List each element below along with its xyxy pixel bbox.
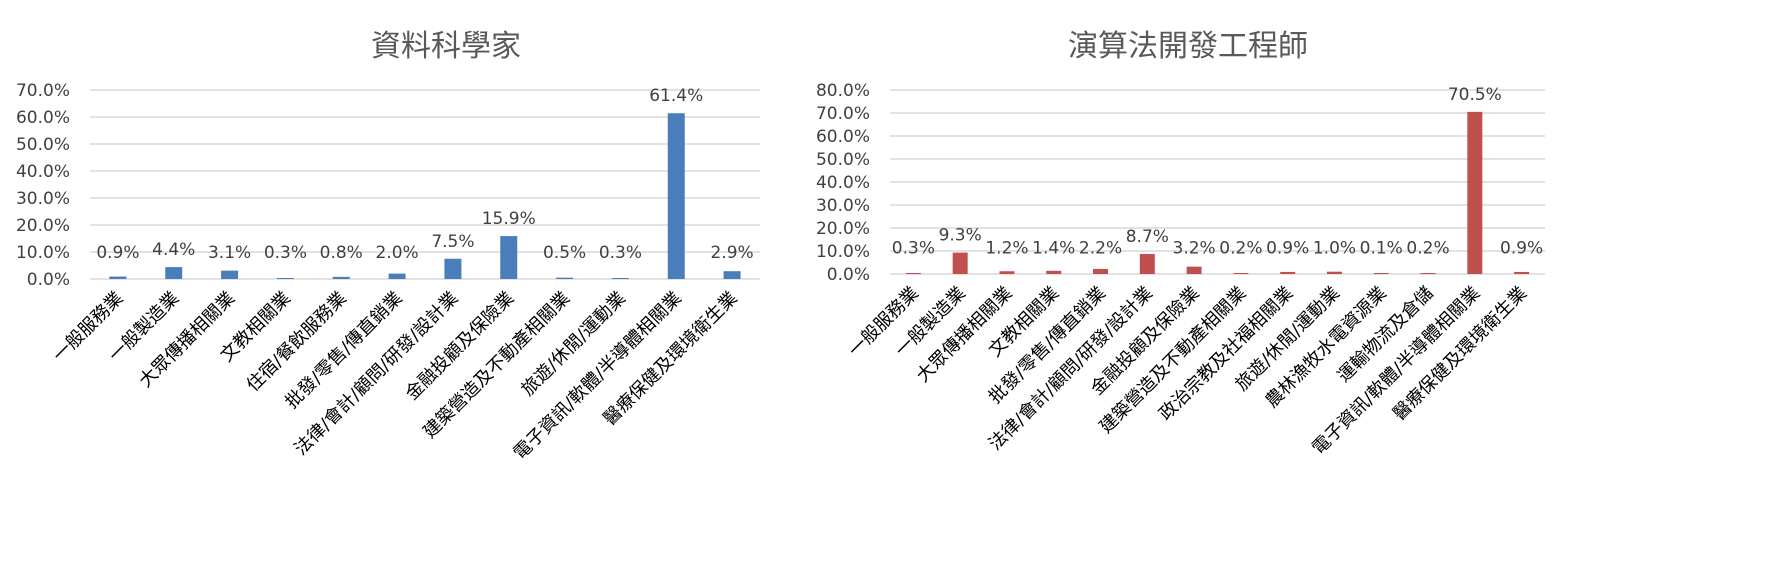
y-tick-label: 40.0% [816, 173, 870, 193]
bar [1139, 253, 1155, 274]
y-tick-label: 10.0% [816, 242, 870, 262]
chart-title: 演算法開發工程師 [1068, 29, 1308, 64]
bar [611, 278, 629, 279]
data-label: 0.1% [1360, 239, 1403, 259]
bar [500, 236, 518, 279]
bar [1093, 268, 1109, 274]
data-label: 2.0% [375, 243, 418, 263]
y-tick-label: 70.0% [816, 104, 870, 124]
data-label: 0.2% [1219, 239, 1262, 259]
data-label: 0.8% [320, 243, 363, 263]
bar [952, 252, 968, 274]
bar [1514, 271, 1530, 274]
data-label: 1.2% [985, 239, 1028, 259]
y-tick-label: 70.0% [16, 81, 70, 101]
y-tick-label: 50.0% [16, 135, 70, 155]
data-label: 70.5% [1448, 85, 1502, 105]
y-tick-label: 50.0% [816, 150, 870, 170]
data-label: 61.4% [649, 86, 703, 106]
y-tick-label: 40.0% [16, 162, 70, 182]
data-label: 1.4% [1032, 239, 1075, 259]
bar [276, 278, 294, 279]
y-tick-label: 30.0% [816, 196, 870, 216]
data-label: 3.1% [208, 243, 251, 263]
chart-data-scientist: 資料科學家 0.0% 10.0% 20.0% 30.0% 40.0% 50.0% 60.0%… [16, 29, 760, 464]
bar [1420, 273, 1436, 274]
data-label: 0.9% [1500, 239, 1543, 259]
y-tick-label: 20.0% [816, 219, 870, 239]
chart-algorithm-engineer: 演算法開發工程師 0.0% 10.0% 20.0% 30.0% 40.0% 50.0% 60… [816, 29, 1545, 459]
bar [723, 271, 741, 279]
x-category-label: 住宿/餐飲服務業 [243, 288, 351, 396]
y-tick-label: 30.0% [16, 189, 70, 209]
bar [556, 277, 574, 279]
data-label: 9.3% [939, 226, 982, 246]
data-label: 8.7% [1126, 227, 1169, 247]
bar [905, 273, 921, 274]
bar [1326, 271, 1342, 274]
data-label: 15.9% [482, 209, 536, 229]
y-tick-label: 60.0% [16, 108, 70, 128]
data-label: 7.5% [431, 232, 474, 252]
data-label: 1.0% [1313, 239, 1356, 259]
bar [1046, 270, 1062, 274]
data-label: 0.3% [599, 243, 642, 263]
bar [221, 270, 239, 279]
data-label: 4.4% [152, 240, 195, 260]
bar [999, 271, 1015, 274]
bar [332, 276, 350, 279]
bar [165, 267, 183, 279]
bar [1373, 273, 1389, 274]
y-tick-label: 80.0% [816, 81, 870, 101]
x-category-label: 旅遊/休閒/運動業 [517, 288, 630, 401]
bar [1233, 273, 1249, 274]
bar [388, 273, 406, 279]
bar [1186, 266, 1202, 274]
data-label: 0.2% [1406, 239, 1449, 259]
data-label: 2.2% [1079, 239, 1122, 259]
data-label: 0.9% [1266, 239, 1309, 259]
y-tick-label: 0.0% [27, 270, 70, 290]
data-label: 0.3% [892, 239, 935, 259]
data-label: 0.5% [543, 243, 586, 263]
y-tick-label: 0.0% [827, 265, 870, 285]
data-label: 2.9% [710, 243, 753, 263]
y-tick-label: 20.0% [16, 216, 70, 236]
bar [667, 113, 685, 279]
bar [444, 258, 462, 279]
data-label: 3.2% [1173, 239, 1216, 259]
bar [1467, 111, 1483, 274]
chart-title: 資料科學家 [371, 29, 521, 64]
bar [109, 276, 127, 279]
y-tick-label: 10.0% [16, 243, 70, 263]
x-category-label: 大眾傳播相關業 [135, 288, 239, 392]
data-label: 0.9% [96, 243, 139, 263]
data-label: 0.3% [264, 243, 307, 263]
bar [1280, 271, 1296, 274]
y-tick-label: 60.0% [816, 127, 870, 147]
